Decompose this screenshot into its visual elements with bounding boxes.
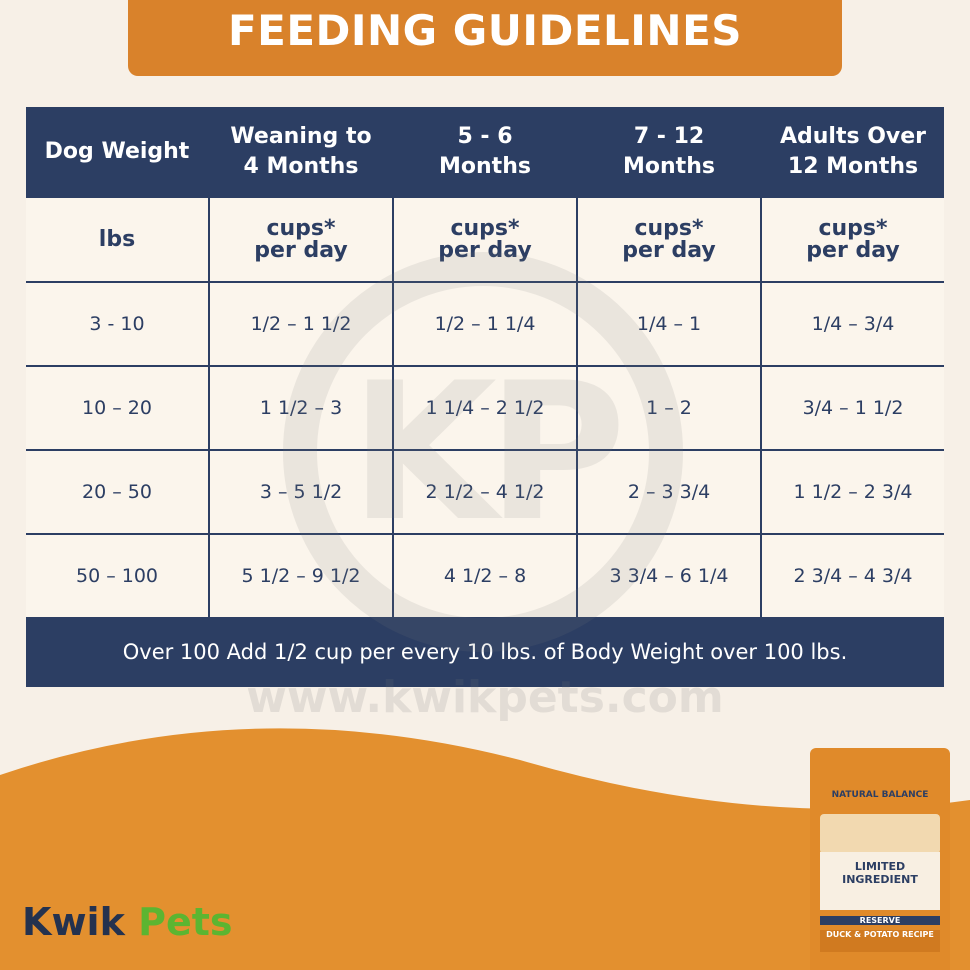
footer-note: Over 100 Add 1/2 cup per every 10 lbs. o… — [26, 617, 944, 687]
table-cell: 10 – 20 — [26, 367, 208, 449]
header-text: Adults Over — [779, 124, 927, 149]
header-text: Months — [623, 154, 715, 179]
table-cell: 3 - 10 — [26, 283, 208, 365]
table-cell: 3/4 – 1 1/2 — [762, 367, 944, 449]
header-text: 12 Months — [787, 154, 919, 179]
unit-cell: cups* per day — [394, 198, 576, 281]
header-text: Months — [439, 154, 531, 179]
table-cell: 1/2 – 1 1/2 — [210, 283, 392, 365]
table-cell: 1 1/2 – 2 3/4 — [762, 451, 944, 533]
header-text: Dog Weight — [44, 139, 190, 164]
unit-text: per day — [254, 237, 348, 263]
cell-text: 1 1/2 – 3 — [259, 397, 343, 419]
unit-text: cups* — [634, 215, 704, 241]
unit-text: per day — [806, 237, 900, 263]
brand-second: Pets — [138, 900, 233, 944]
header-cell: 7 - 12 Months — [578, 107, 760, 197]
unit-text: per day — [438, 237, 532, 263]
cell-text: 2 3/4 – 4 3/4 — [793, 565, 913, 587]
unit-text: cups* — [818, 215, 888, 241]
table-cell: 1/2 – 1 1/4 — [394, 283, 576, 365]
table-cell: 1 1/2 – 3 — [210, 367, 392, 449]
table-cell: 3 – 5 1/2 — [210, 451, 392, 533]
product-brand: NATURAL BALANCE — [831, 790, 929, 800]
header-text: Weaning to — [230, 124, 372, 149]
cell-text: 3 3/4 – 6 1/4 — [609, 565, 729, 587]
table-cell: 2 1/2 – 4 1/2 — [394, 451, 576, 533]
unit-cell: cups* per day — [210, 198, 392, 281]
cell-text: 50 – 100 — [75, 565, 159, 587]
table-cell: 1 – 2 — [578, 367, 760, 449]
unit-cell: lbs — [26, 198, 208, 281]
header-cell: Weaning to 4 Months — [210, 107, 392, 197]
brand-first: Kwik — [22, 900, 125, 944]
watermark-url: www.kwikpets.com — [246, 672, 724, 723]
table-cell: 1/4 – 1 — [578, 283, 760, 365]
unit-cell: cups* per day — [578, 198, 760, 281]
header-text: 4 Months — [243, 154, 359, 179]
product-label — [820, 852, 940, 910]
table-cell: 5 1/2 – 9 1/2 — [210, 535, 392, 617]
unit-text: cups* — [266, 215, 336, 241]
cell-text: 2 – 3 3/4 — [627, 481, 711, 503]
cell-text: 4 1/2 – 8 — [443, 565, 527, 587]
product-tier: RESERVE — [820, 916, 940, 925]
cell-text: 1/2 – 1 1/4 — [434, 313, 536, 335]
table-cell: 3 3/4 – 6 1/4 — [578, 535, 760, 617]
unit-text: cups* — [450, 215, 520, 241]
unit-text: lbs — [98, 226, 136, 252]
cell-text: 1 1/2 – 2 3/4 — [793, 481, 913, 503]
cell-text: 3 - 10 — [89, 313, 145, 335]
table-cell: 20 – 50 — [26, 451, 208, 533]
table-cell: 2 – 3 3/4 — [578, 451, 760, 533]
cell-text: 1/4 – 1 — [636, 313, 702, 335]
title: FEEDING GUIDELINES — [227, 6, 743, 55]
cell-text: 5 1/2 – 9 1/2 — [241, 565, 361, 587]
brand-logo: Kwik Pets — [22, 900, 233, 944]
cell-text: 1/4 – 3/4 — [811, 313, 895, 335]
cell-text: 3 – 5 1/2 — [259, 481, 343, 503]
cell-text: 10 – 20 — [82, 397, 152, 419]
cell-text: 1 1/4 – 2 1/2 — [425, 397, 545, 419]
product-bag: NATURAL BALANCE LIMITED INGREDIENT RESER… — [810, 748, 950, 970]
cell-text: 3/4 – 1 1/2 — [802, 397, 904, 419]
cell-text: 2 1/2 – 4 1/2 — [425, 481, 545, 503]
header-text: 7 - 12 — [633, 124, 705, 149]
table-cell: 50 – 100 — [26, 535, 208, 617]
header-cell: Adults Over 12 Months — [762, 107, 944, 197]
header-cell: 5 - 6 Months — [394, 107, 576, 197]
product-line: LIMITED INGREDIENT — [842, 860, 918, 886]
header-cell: Dog Weight — [26, 107, 208, 197]
table-cell: 2 3/4 – 4 3/4 — [762, 535, 944, 617]
product-recipe: DUCK & POTATO RECIPE — [820, 930, 940, 952]
cell-text: 1/2 – 1 1/2 — [250, 313, 352, 335]
header-text: 5 - 6 — [457, 124, 513, 149]
cell-text: 20 – 50 — [82, 481, 152, 503]
unit-text: per day — [622, 237, 716, 263]
footer-text: Over 100 Add 1/2 cup per every 10 lbs. o… — [122, 640, 848, 664]
feeding-table: Dog Weight Weaning to 4 Months 5 - 6 Months 7… — [26, 107, 944, 687]
unit-cell: cups* per day — [762, 198, 944, 281]
cell-text: 1 – 2 — [646, 397, 692, 419]
table-cell: 4 1/2 – 8 — [394, 535, 576, 617]
table-cell: 1/4 – 3/4 — [762, 283, 944, 365]
title-banner: FEEDING GUIDELINES — [128, 0, 842, 76]
table-cell: 1 1/4 – 2 1/2 — [394, 367, 576, 449]
product-image — [820, 814, 940, 854]
